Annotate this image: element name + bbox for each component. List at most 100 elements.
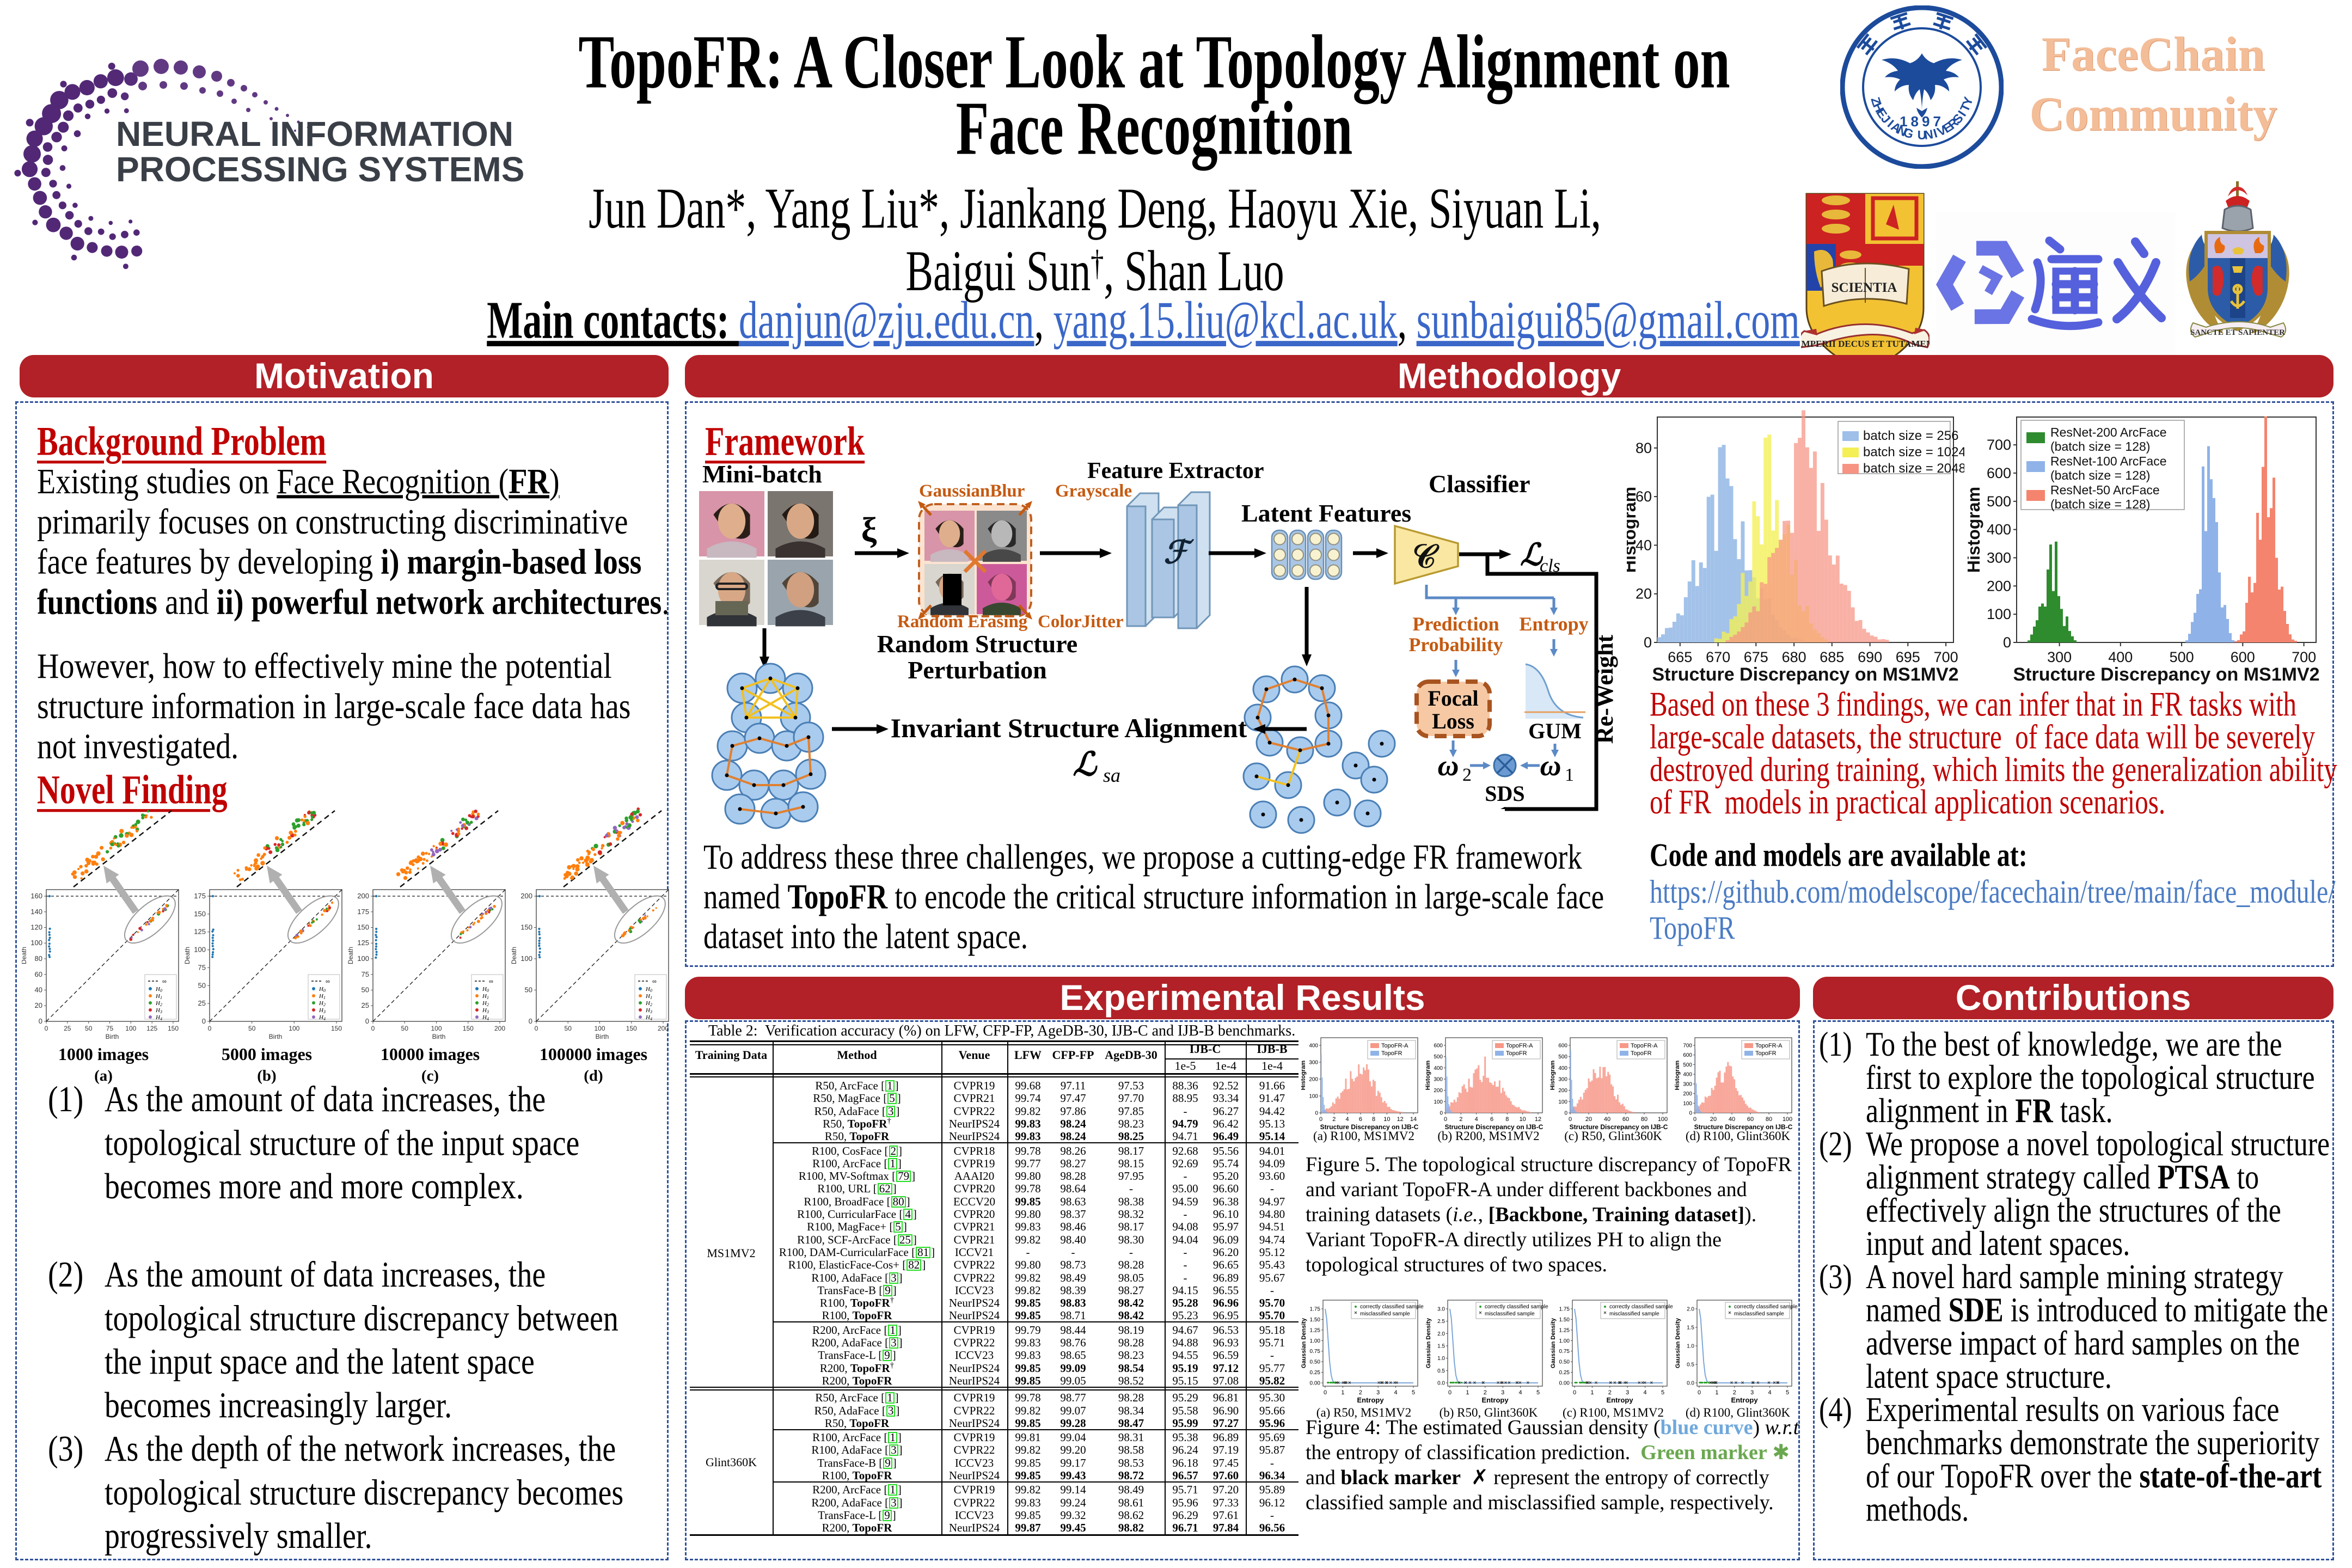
svg-text:0.25: 0.25 — [1310, 1370, 1321, 1376]
svg-text:100: 100 — [1434, 1099, 1443, 1105]
svg-text:0.0: 0.0 — [1687, 1381, 1694, 1387]
svg-text:0: 0 — [1448, 1389, 1451, 1396]
svg-text:160: 160 — [30, 892, 42, 900]
svg-text:150: 150 — [194, 910, 206, 918]
svg-text:Birth: Birth — [432, 1033, 446, 1040]
svg-text:5: 5 — [1536, 1389, 1540, 1396]
svg-text:H0: H0 — [318, 986, 326, 993]
svg-text:H1: H1 — [645, 993, 652, 1000]
svg-text:TopoFR: TopoFR — [1631, 1050, 1652, 1057]
svg-text:ℒ: ℒ — [1520, 538, 1543, 572]
svg-text:Gaussian Density: Gaussian Density — [1550, 1318, 1557, 1368]
svg-text:0: 0 — [39, 1017, 42, 1025]
svg-text:Structure Discrepancy on IJB-C: Structure Discrepancy on IJB-C — [1445, 1123, 1543, 1131]
svg-text:100: 100 — [1683, 1101, 1692, 1107]
svg-text:12: 12 — [1535, 1116, 1541, 1123]
svg-text:100: 100 — [30, 939, 42, 947]
svg-text:100: 100 — [1309, 1094, 1318, 1100]
svg-text:300: 300 — [1558, 1077, 1567, 1083]
svg-text:H0: H0 — [645, 986, 652, 993]
svg-text:Latent Features: Latent Features — [1241, 499, 1411, 527]
svg-text:H1: H1 — [482, 993, 489, 1000]
svg-text:ω: ω — [1540, 749, 1561, 782]
svg-text:Death: Death — [22, 947, 28, 964]
svg-text:300: 300 — [1987, 550, 2011, 566]
svg-text:150: 150 — [357, 923, 369, 932]
svg-text:H4: H4 — [155, 1014, 162, 1021]
svg-text:75: 75 — [106, 1025, 114, 1032]
svg-text:50: 50 — [401, 1025, 409, 1032]
svg-text:0: 0 — [535, 1025, 538, 1032]
svg-text:60: 60 — [1622, 1116, 1629, 1123]
svg-text:1.0: 1.0 — [1437, 1356, 1445, 1362]
svg-text:175: 175 — [194, 892, 206, 900]
svg-text:1.00: 1.00 — [1310, 1338, 1321, 1344]
svg-text:175: 175 — [357, 908, 369, 916]
svg-text:TopoFR-A: TopoFR-A — [1755, 1043, 1783, 1049]
svg-text:700: 700 — [1987, 437, 2011, 453]
svg-text:200: 200 — [658, 1025, 669, 1032]
svg-text:80: 80 — [1636, 440, 1652, 456]
svg-text:600: 600 — [1987, 465, 2011, 481]
svg-text:correctly classified sample: correctly classified sample — [1360, 1304, 1424, 1310]
svg-text:Entropy: Entropy — [1519, 613, 1588, 635]
svg-text:400: 400 — [1558, 1065, 1567, 1071]
svg-text:200: 200 — [1434, 1088, 1443, 1094]
svg-text:300: 300 — [1683, 1081, 1692, 1087]
svg-text:H2: H2 — [318, 1000, 326, 1007]
svg-text:Histogram: Histogram — [1425, 1061, 1431, 1091]
svg-text:80: 80 — [35, 954, 42, 963]
svg-text:batch size = 256: batch size = 256 — [1863, 428, 1958, 443]
svg-text:60: 60 — [1636, 488, 1652, 505]
svg-text:5: 5 — [1661, 1389, 1664, 1396]
svg-text:∞: ∞ — [326, 978, 330, 985]
svg-text:batch size = 1024: batch size = 1024 — [1863, 445, 1964, 460]
svg-text:200: 200 — [494, 1025, 505, 1032]
svg-text:700: 700 — [1683, 1043, 1692, 1049]
svg-text:0: 0 — [202, 1017, 206, 1025]
svg-text:300: 300 — [2047, 649, 2072, 665]
svg-text:4: 4 — [1475, 1116, 1478, 1123]
svg-text:80: 80 — [1766, 1116, 1772, 1123]
svg-text:700: 700 — [2292, 649, 2316, 665]
svg-text:0: 0 — [1315, 1111, 1318, 1117]
svg-text:misclassified sample: misclassified sample — [1734, 1311, 1784, 1317]
svg-text:20: 20 — [35, 1001, 42, 1009]
svg-text:100: 100 — [431, 1025, 442, 1032]
svg-text:600: 600 — [1683, 1052, 1692, 1058]
svg-text:500: 500 — [2170, 649, 2194, 665]
svg-text:200: 200 — [1309, 1077, 1318, 1083]
svg-text:TopoFR-A: TopoFR-A — [1381, 1043, 1408, 1049]
svg-text:25: 25 — [198, 999, 206, 1007]
svg-text:100: 100 — [1783, 1116, 1792, 1123]
svg-text:300: 300 — [1309, 1060, 1318, 1066]
svg-text:Structure Discrepancy on MS1MV: Structure Discrepancy on MS1MV2 — [1652, 664, 1958, 685]
svg-text:batch size = 2048: batch size = 2048 — [1863, 461, 1964, 476]
svg-text:Gaussian Density: Gaussian Density — [1301, 1318, 1307, 1368]
svg-text:50: 50 — [525, 986, 532, 994]
svg-text:misclassified sample: misclassified sample — [1609, 1311, 1659, 1317]
svg-text:2: 2 — [1733, 1389, 1736, 1396]
svg-text:TopoFR-A: TopoFR-A — [1506, 1043, 1533, 1049]
svg-text:Histogram: Histogram — [1674, 1061, 1681, 1091]
svg-text:Gaussian Density: Gaussian Density — [1425, 1318, 1432, 1368]
svg-text:100: 100 — [594, 1025, 605, 1032]
svg-text:100: 100 — [357, 954, 369, 963]
svg-text:Mini-batch: Mini-batch — [702, 461, 822, 488]
svg-text:125: 125 — [357, 939, 369, 947]
svg-text:2.5: 2.5 — [1437, 1319, 1445, 1325]
svg-text:0.50: 0.50 — [1559, 1359, 1570, 1365]
svg-text:Structure Discrepancy on MS1MV: Structure Discrepancy on MS1MV2 — [2013, 664, 2319, 685]
svg-text:200: 200 — [1987, 578, 2011, 594]
svg-text:100: 100 — [194, 946, 206, 954]
svg-text:Histogram: Histogram — [1301, 1061, 1307, 1091]
svg-text:1: 1 — [1466, 1389, 1469, 1396]
svg-text:675: 675 — [1744, 649, 1768, 665]
svg-text:10: 10 — [1520, 1116, 1526, 1123]
svg-text:Re-Weight: Re-Weight — [1591, 634, 1618, 744]
svg-text:400: 400 — [1683, 1072, 1692, 1078]
svg-text:25: 25 — [64, 1025, 71, 1032]
svg-text:Entropy: Entropy — [1481, 1396, 1509, 1404]
svg-text:0: 0 — [371, 1025, 375, 1032]
svg-text:ω: ω — [1437, 749, 1459, 782]
